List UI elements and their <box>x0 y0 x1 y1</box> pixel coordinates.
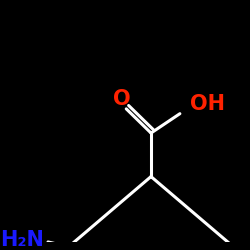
Text: OH: OH <box>190 94 225 114</box>
Text: H₂N: H₂N <box>0 230 44 250</box>
Text: O: O <box>113 89 131 109</box>
